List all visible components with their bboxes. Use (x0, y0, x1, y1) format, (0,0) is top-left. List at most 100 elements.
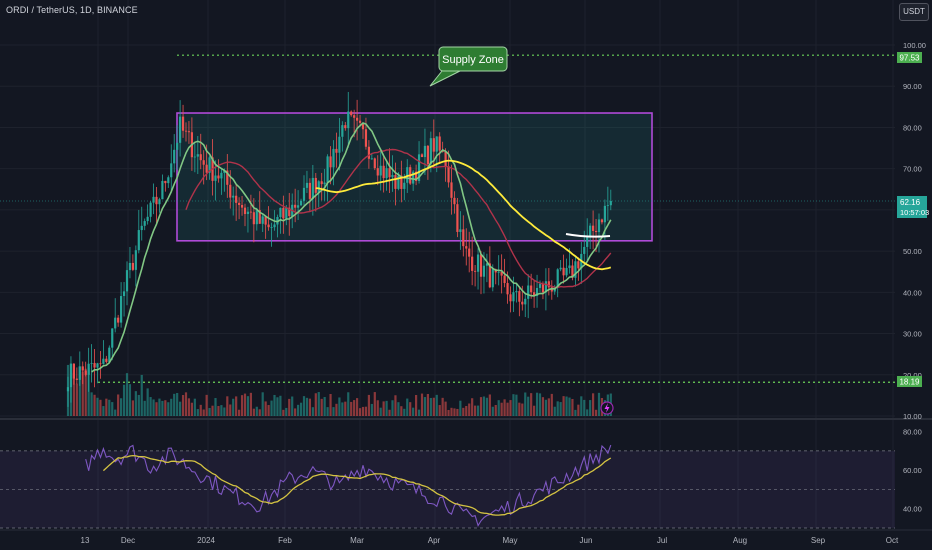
candle-body (214, 175, 217, 181)
volume-bar (122, 384, 126, 416)
candle-body (447, 166, 450, 183)
candle-body (609, 200, 612, 206)
volume-bar (176, 392, 179, 416)
volume-bar (140, 374, 143, 416)
countdown-text: 10:57:03 (900, 208, 929, 217)
candle-body (87, 363, 90, 375)
volume-bar (556, 401, 559, 416)
volume-bar (152, 399, 155, 416)
time-axis[interactable]: 13 Dec 2024 Feb Mar Apr May Jun Jul Aug Sep Oct (0, 529, 932, 545)
candle-body (140, 225, 143, 231)
candle-body (161, 180, 164, 200)
candle-body (403, 182, 406, 189)
rsi-axis[interactable]: 80.00 60.00 40.00 (903, 428, 922, 514)
volume-bar (229, 404, 232, 416)
volume-bar (249, 392, 252, 416)
volume-bar (506, 402, 509, 416)
volume-bar (468, 403, 471, 416)
volume-bar (435, 394, 438, 416)
volume-bar (190, 402, 193, 416)
volume-bar (409, 402, 412, 416)
volume-bar (258, 409, 261, 416)
volume-bar (211, 405, 214, 416)
candle-body (199, 154, 202, 161)
candle-body (223, 170, 226, 173)
candle-body (181, 116, 185, 131)
volume-bar (453, 408, 456, 416)
volume-bar (503, 399, 506, 416)
volume-bar (512, 394, 515, 416)
volume-bar (223, 407, 226, 416)
currency-button[interactable]: USDT (899, 3, 929, 21)
volume-bar (214, 398, 217, 416)
candle-body (179, 116, 182, 143)
volume-bar (494, 405, 497, 416)
volume-bar (379, 407, 382, 416)
candle-body (544, 281, 547, 293)
candle-body (406, 167, 409, 183)
rsi-tick-label: 80.00 (903, 428, 922, 437)
candle-body (78, 366, 81, 380)
volume-bar (264, 401, 267, 416)
volume-bar (544, 399, 547, 416)
candle-body (597, 219, 601, 233)
candle-body (84, 370, 87, 375)
drawn-arc-mark[interactable] (565, 233, 611, 238)
volume-bar (447, 409, 450, 416)
volume-bar (111, 402, 114, 416)
volume-bar (273, 394, 276, 416)
volume-bar (533, 405, 536, 416)
candle-body (105, 358, 108, 362)
candle-body (388, 168, 391, 178)
volume-bar (597, 392, 601, 416)
volume-bar (149, 397, 152, 416)
candle-body (497, 271, 500, 273)
volume-bar (270, 400, 273, 416)
candle-body (288, 207, 291, 217)
candle-body (317, 181, 320, 193)
candle-body (335, 148, 338, 153)
volume-bar (364, 406, 368, 416)
supply-zone-callout[interactable] (438, 46, 508, 72)
volume-bar (276, 397, 279, 416)
candle-body (305, 182, 309, 188)
candle-body (297, 205, 300, 208)
volume-bar (388, 409, 391, 416)
price-tick-label: 30.00 (903, 330, 922, 339)
candle-body (93, 362, 96, 368)
candle-body (462, 229, 465, 247)
candle-body (122, 291, 126, 297)
time-tick-label: Dec (121, 536, 135, 545)
candle-body (600, 219, 604, 223)
volume-bar (93, 394, 96, 416)
candle-body (238, 202, 241, 205)
volume-bar (550, 393, 553, 416)
candle-body (158, 199, 161, 205)
candle-body (114, 317, 117, 329)
candle-body (131, 262, 134, 270)
candle-body (603, 205, 606, 223)
candle-body (134, 250, 137, 270)
candle-body (229, 184, 232, 198)
volume-bar (465, 406, 468, 416)
volume-bar (592, 393, 595, 416)
candle-body (474, 270, 477, 272)
candle-body (347, 111, 350, 129)
candle-body (432, 138, 435, 152)
candle-body (594, 230, 598, 233)
volume-bar (491, 406, 494, 416)
candle-body (102, 358, 105, 364)
volume-bar (181, 395, 185, 416)
candle-body (400, 175, 403, 189)
candle-body (205, 164, 208, 173)
volume-bar (199, 404, 202, 416)
volume-bar (143, 400, 146, 416)
candle-body (120, 296, 123, 323)
volume-bar (521, 403, 524, 416)
volume-bar (323, 397, 326, 416)
volume-bar (87, 367, 90, 416)
volume-bar (125, 373, 129, 416)
current-price-tag (897, 196, 927, 218)
rsi-line (85, 444, 612, 527)
